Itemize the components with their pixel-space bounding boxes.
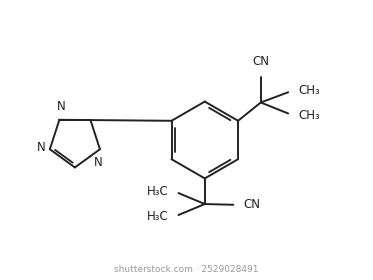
Text: H₃C: H₃C — [147, 210, 168, 223]
Text: H₃C: H₃C — [147, 185, 168, 198]
Text: CH₃: CH₃ — [298, 83, 320, 97]
Text: N: N — [37, 141, 46, 154]
Text: CH₃: CH₃ — [298, 109, 320, 122]
Text: shutterstock.com · 2529028491: shutterstock.com · 2529028491 — [114, 265, 259, 274]
Text: N: N — [57, 100, 66, 113]
Text: CN: CN — [252, 55, 269, 68]
Text: CN: CN — [244, 198, 261, 211]
Text: N: N — [94, 156, 103, 169]
